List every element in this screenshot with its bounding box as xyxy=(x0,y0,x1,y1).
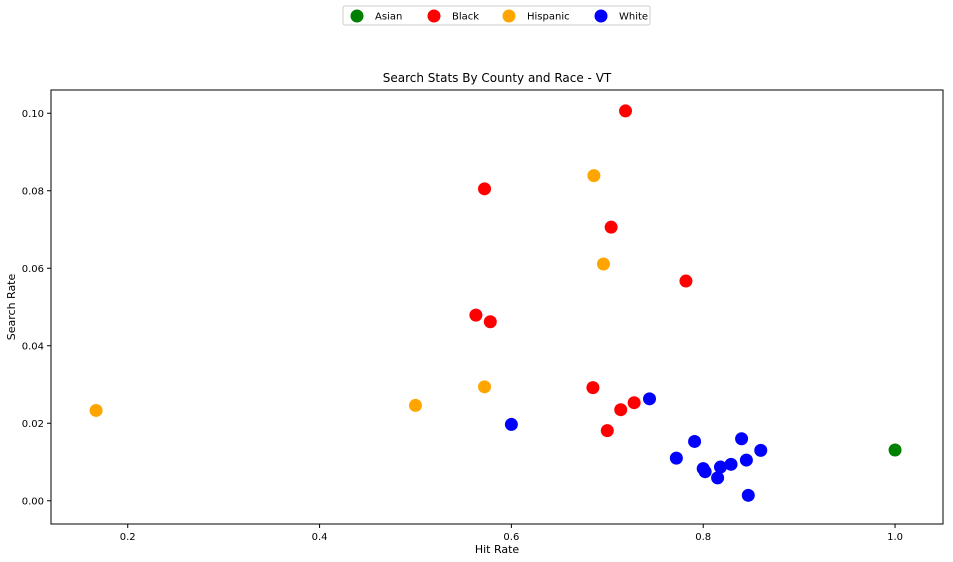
point-hispanic xyxy=(587,169,601,183)
x-tick-label: 1.0 xyxy=(887,532,903,543)
point-white xyxy=(669,451,683,465)
point-white xyxy=(739,453,753,467)
point-white xyxy=(643,392,657,406)
point-black xyxy=(614,403,628,417)
x-tick-label: 0.2 xyxy=(120,532,136,543)
legend-marker-black xyxy=(427,9,441,23)
point-white xyxy=(504,417,518,431)
point-hispanic xyxy=(89,403,103,417)
point-black xyxy=(619,104,633,118)
point-black xyxy=(604,220,618,234)
point-hispanic xyxy=(478,380,492,394)
point-white xyxy=(711,471,725,485)
point-asian xyxy=(888,443,902,457)
point-white xyxy=(741,488,755,502)
y-axis-label: Search Rate xyxy=(5,274,18,341)
point-white xyxy=(735,432,749,446)
x-tick-label: 0.8 xyxy=(695,532,711,543)
point-black xyxy=(600,424,614,438)
y-tick-label: 0.06 xyxy=(22,264,44,275)
point-white xyxy=(724,457,738,471)
point-black xyxy=(469,308,483,322)
legend-label-hispanic: Hispanic xyxy=(527,12,570,23)
point-white xyxy=(688,434,702,448)
legend-label-white: White xyxy=(619,12,648,23)
legend-marker-white xyxy=(594,9,608,23)
y-tick-label: 0.00 xyxy=(22,496,44,507)
point-black xyxy=(586,381,600,395)
legend-frame xyxy=(342,5,651,26)
point-white xyxy=(698,465,712,479)
legend-marker-asian xyxy=(350,9,364,23)
y-tick-label: 0.04 xyxy=(22,341,44,352)
legend-label-black: Black xyxy=(452,12,479,23)
y-axis: 0.00 0.02 0.04 0.06 0.08 0.10 xyxy=(22,109,51,507)
point-black xyxy=(478,182,492,196)
x-axis-label: Hit Rate xyxy=(475,543,520,556)
y-tick-label: 0.08 xyxy=(22,186,44,197)
point-black xyxy=(483,315,497,329)
x-axis: 0.2 0.4 0.6 0.8 1.0 xyxy=(120,524,903,543)
plot-area xyxy=(50,89,944,525)
legend: Asian Black Hispanic White xyxy=(342,5,651,26)
x-tick-label: 0.4 xyxy=(312,532,328,543)
chart-title: Search Stats By County and Race - VT xyxy=(383,71,612,85)
legend-marker-hispanic xyxy=(502,9,516,23)
point-hispanic xyxy=(408,398,422,412)
y-tick-label: 0.10 xyxy=(22,109,44,120)
x-tick-label: 0.6 xyxy=(503,532,519,543)
plot-frame xyxy=(50,89,944,525)
data-points xyxy=(89,104,902,502)
y-tick-label: 0.02 xyxy=(22,419,44,430)
point-white xyxy=(754,443,768,457)
point-white xyxy=(713,460,727,474)
point-hispanic xyxy=(596,257,610,271)
point-black xyxy=(627,396,641,410)
point-black xyxy=(679,274,693,288)
legend-label-asian: Asian xyxy=(375,12,402,23)
